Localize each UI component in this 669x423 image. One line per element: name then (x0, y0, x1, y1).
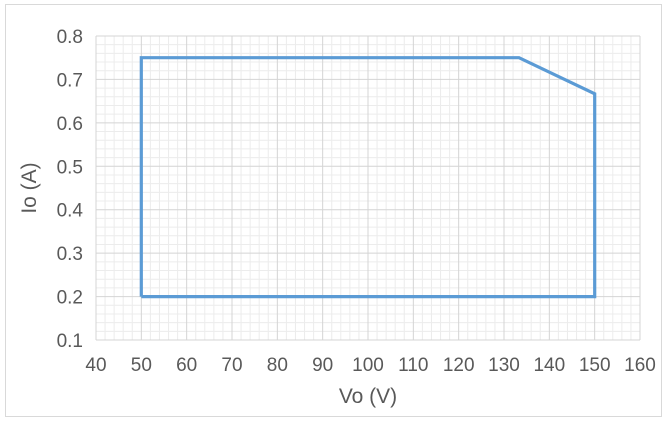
x-tick-label: 80 (267, 355, 288, 376)
x-tick-label: 100 (352, 355, 384, 376)
y-tick-label: 0.5 (57, 157, 83, 178)
x-tick-label: 130 (488, 355, 520, 376)
x-tick-label: 60 (176, 355, 197, 376)
x-tick-label: 110 (398, 355, 428, 376)
y-tick-label: 0.3 (57, 244, 83, 265)
y-axis-ticks: 0.1 0.2 0.3 0.4 0.5 0.6 0.7 0.8 (57, 27, 84, 352)
x-tick-label: 120 (443, 355, 475, 376)
x-tick-label: 160 (624, 355, 656, 376)
x-tick-label: 40 (85, 355, 106, 376)
y-tick-label: 0.1 (57, 331, 83, 352)
x-tick-label: 140 (533, 355, 565, 376)
y-tick-label: 0.2 (57, 288, 83, 309)
x-tick-label: 90 (312, 355, 333, 376)
y-axis-title: Io (A) (18, 162, 41, 213)
y-tick-label: 0.7 (57, 70, 83, 91)
y-tick-label: 0.6 (57, 114, 83, 135)
y-tick-label: 0.8 (57, 27, 83, 48)
series-line (139, 56, 597, 299)
y-tick-label: 0.4 (57, 201, 84, 222)
series-group (139, 56, 597, 299)
x-axis-title: Vo (V) (339, 385, 397, 408)
x-tick-label: 50 (131, 355, 152, 376)
x-tick-label: 150 (579, 355, 611, 376)
x-axis-ticks: 40 50 60 70 80 90 100 110 120 130 140 150 160 (85, 355, 655, 376)
x-tick-label: 70 (221, 355, 242, 376)
